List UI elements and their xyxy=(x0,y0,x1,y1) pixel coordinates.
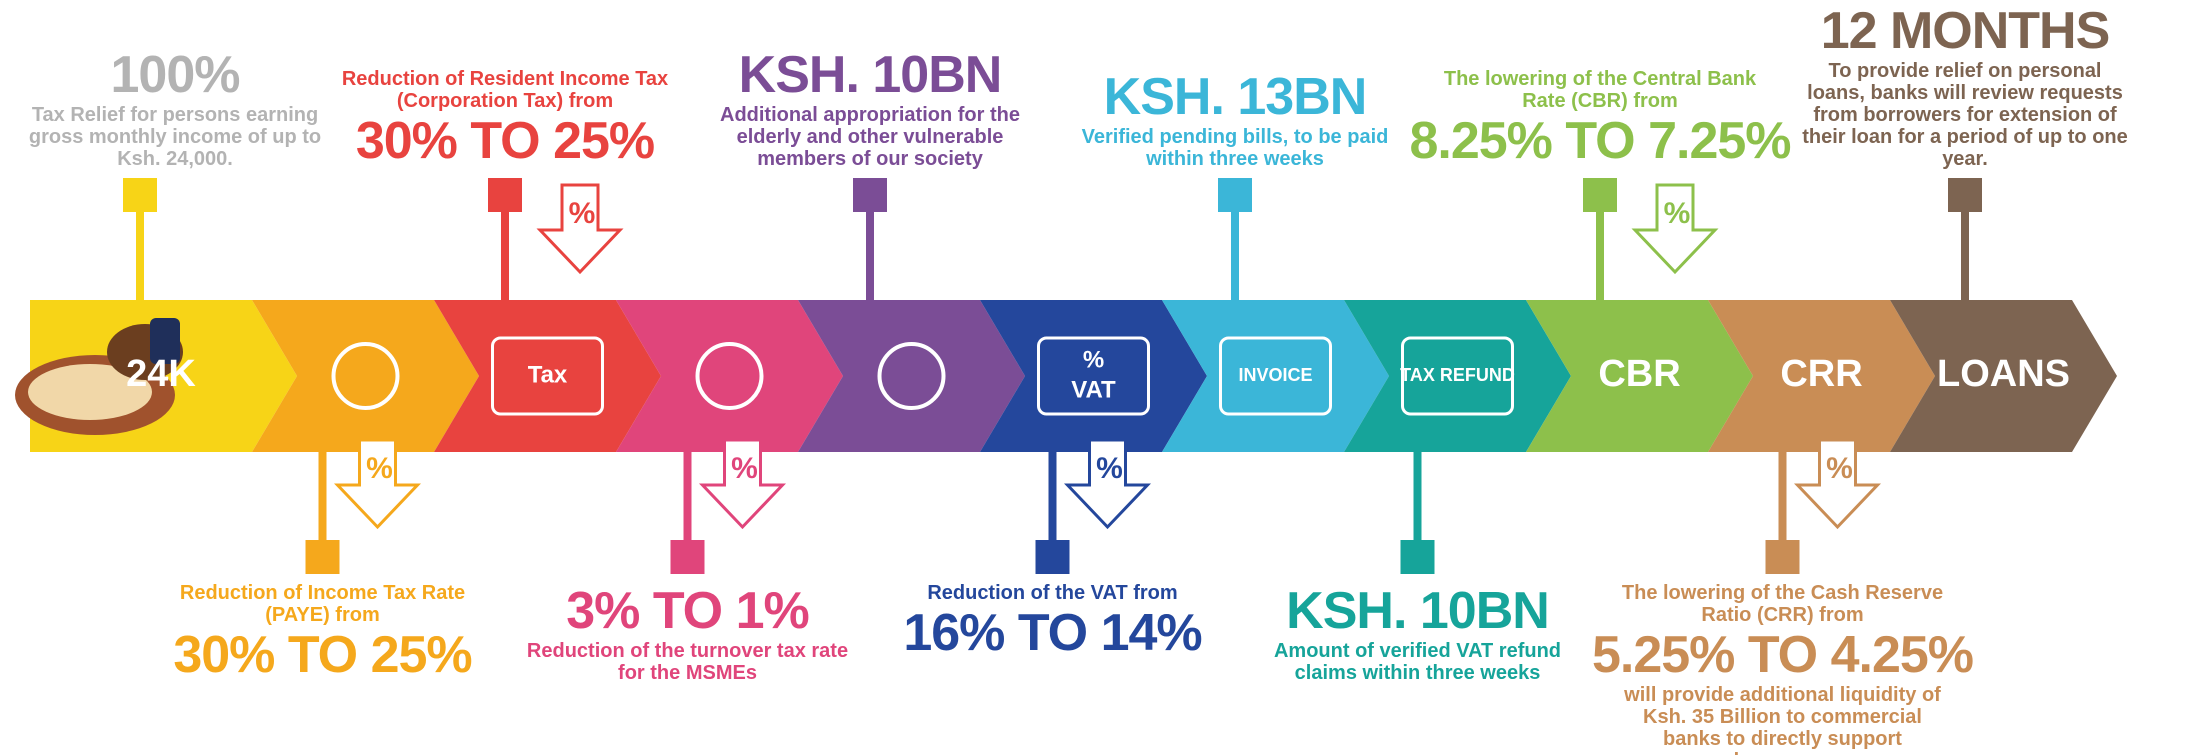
arrow-icon xyxy=(877,342,946,410)
stem-square xyxy=(1218,178,1252,212)
note-text: Additional appropriation for the elderly… xyxy=(720,104,1020,170)
arrow-label: % xyxy=(1083,346,1104,373)
percent-arrow xyxy=(536,183,624,275)
arrow-label: Tax xyxy=(528,361,568,388)
stem-line xyxy=(1413,452,1422,540)
stem-line xyxy=(136,212,144,300)
percent-arrow xyxy=(1631,183,1719,275)
percent-badge: % xyxy=(1826,452,1853,485)
text-block: Reduction of Income Tax Rate (PAYE) from… xyxy=(133,582,513,684)
text-block: Reduction of the VAT from 16% TO 14% xyxy=(863,582,1243,662)
text-block: The lowering of the Central Bank Rate (C… xyxy=(1409,68,1791,170)
note-text: will provide additional liquidity of Ksh… xyxy=(1624,684,1941,755)
stem-line xyxy=(318,452,327,540)
arrow-label: 24K xyxy=(126,353,196,395)
headline: KSH. 13BN xyxy=(1103,68,1368,126)
headline: 3% TO 1% xyxy=(566,582,809,640)
intro-text: The lowering of the Cash Reserve Ratio (… xyxy=(1621,582,1944,626)
arrow-segment xyxy=(1526,300,1753,452)
stem-line xyxy=(1961,212,1969,300)
percent-arrow xyxy=(1794,438,1881,530)
arrow-icon xyxy=(695,342,764,410)
arrow-segment xyxy=(252,300,479,452)
stem-line xyxy=(866,212,874,300)
percent-badge: % xyxy=(1664,197,1691,230)
stem-square xyxy=(1765,540,1800,574)
text-block: KSH. 10BN Amount of verified VAT refund c… xyxy=(1228,582,1608,684)
intro-text: The lowering of the Central Bank Rate (C… xyxy=(1443,68,1757,112)
arrow-icon xyxy=(331,342,400,410)
headline: 5.25% TO 4.25% xyxy=(1591,626,1974,684)
stem-line xyxy=(683,452,692,540)
stem-square xyxy=(1583,178,1617,212)
percent-badge: % xyxy=(569,197,596,230)
stem-square xyxy=(1035,540,1070,574)
text-block: Reduction of Resident Income Tax (Corpor… xyxy=(315,68,695,170)
arrow-segment xyxy=(798,300,1025,452)
icon-box xyxy=(1219,336,1332,416)
intro-text: Reduction of Income Tax Rate (PAYE) from xyxy=(179,582,466,626)
bread-icon xyxy=(28,364,152,420)
arrow-label: CRR xyxy=(1780,353,1862,395)
note-text: Tax Relief for persons earning gross mon… xyxy=(28,104,322,170)
percent-badge: % xyxy=(1096,452,1123,485)
icon-box xyxy=(491,336,604,416)
headline: 30% TO 25% xyxy=(355,112,655,170)
percent-arrow xyxy=(699,438,786,530)
note-text: Reduction of the turnover tax rate for t… xyxy=(526,640,849,684)
arrow-label: TAX REFUND xyxy=(1400,365,1515,385)
text-block: 100% Tax Relief for persons earning gross… xyxy=(0,46,365,170)
arrow-segment xyxy=(1162,300,1389,452)
text-block: The lowering of the Cash Reserve Ratio (… xyxy=(1591,582,1974,755)
text-block: 3% TO 1% Reduction of the turnover tax ra… xyxy=(498,582,878,684)
note-text: Amount of verified VAT refund claims wit… xyxy=(1273,640,1562,684)
percent-badge: % xyxy=(366,452,393,485)
arrow-segment xyxy=(1890,300,2117,452)
percent-arrow xyxy=(1064,438,1151,530)
stem-square xyxy=(853,178,887,212)
stem-square xyxy=(1948,178,1982,212)
intro-text: Reduction of Resident Income Tax (Corpor… xyxy=(341,68,669,112)
stem-square xyxy=(305,540,340,574)
headline: 8.25% TO 7.25% xyxy=(1409,112,1791,170)
stem-line xyxy=(1048,452,1057,540)
intro-text: Reduction of the VAT from xyxy=(927,582,1178,604)
headline: 16% TO 14% xyxy=(903,604,1202,662)
arrow-label: INVOICE xyxy=(1238,365,1312,385)
headline: 100% xyxy=(110,46,241,104)
arrow-label: CBR xyxy=(1598,353,1680,395)
text-block: 12 MONTHS To provide relief on personal l… xyxy=(1775,2,2155,170)
arrow-segment xyxy=(1344,300,1571,452)
headline: KSH. 10BN xyxy=(1286,582,1550,640)
stem-square xyxy=(123,178,157,212)
headline: 30% TO 25% xyxy=(173,626,472,684)
headline: KSH. 10BN xyxy=(738,46,1003,104)
arrow-segment xyxy=(1708,300,1935,452)
percent-badge: % xyxy=(731,452,758,485)
text-block: KSH. 13BN Verified pending bills, to be p… xyxy=(1045,68,1425,170)
stem-square xyxy=(670,540,705,574)
stem-line xyxy=(1778,452,1787,540)
stem-line xyxy=(1596,212,1604,300)
cuff-icon xyxy=(150,318,180,364)
note-text: Verified pending bills, to be paid withi… xyxy=(1081,126,1389,170)
arrow-segment xyxy=(980,300,1207,452)
stem-line xyxy=(1231,212,1239,300)
note-text: To provide relief on personal loans, ban… xyxy=(1802,60,2128,170)
stem-line xyxy=(501,212,509,300)
stem-square xyxy=(1400,540,1435,574)
arrow-label: LOANS xyxy=(1937,353,2070,395)
text-block: KSH. 10BN Additional appropriation for th… xyxy=(680,46,1060,170)
arrow-segment xyxy=(616,300,843,452)
stem-square xyxy=(488,178,522,212)
percent-arrow xyxy=(334,438,421,530)
arrow-label: VAT xyxy=(1071,376,1116,403)
icon-box xyxy=(1037,336,1150,416)
icon-box xyxy=(1401,336,1514,416)
headline: 12 MONTHS xyxy=(1820,2,2111,60)
arrow-segment xyxy=(434,300,661,452)
